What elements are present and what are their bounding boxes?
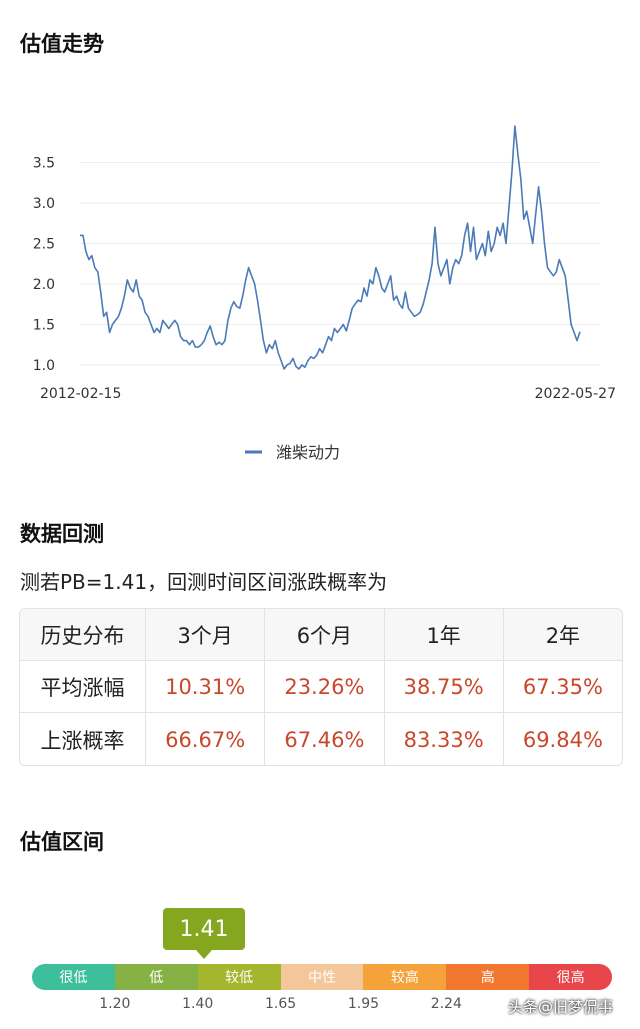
series-line bbox=[80, 125, 581, 370]
table-row: 平均涨幅 10.31% 23.26% 38.75% 67.35% bbox=[20, 661, 622, 713]
y-tick-label: 3.0 bbox=[33, 196, 55, 212]
scale-segment: 中性 bbox=[280, 964, 364, 990]
table-cell: 67.35% bbox=[522, 674, 603, 699]
table-cell: 10.31% bbox=[146, 661, 266, 712]
row-label: 上涨概率 bbox=[20, 713, 146, 765]
watermark: 头条@旧梦侃事 bbox=[508, 998, 614, 1016]
table-header-cell: 3个月 bbox=[146, 609, 266, 660]
valuation-line-chart: 1.0 1.5 2.0 2.5 3.0 3.5 2012-02-15 2022-05-27 潍柴… bbox=[0, 60, 640, 480]
scale-segment: 低 bbox=[114, 964, 198, 990]
legend-label: 潍柴动力 bbox=[276, 443, 340, 462]
valuation-range-title: 估值区间 bbox=[20, 830, 104, 854]
table-cell: 66.67% bbox=[146, 713, 266, 765]
table-cell: 69.84% bbox=[522, 728, 603, 752]
chart-canvas: 1.0 1.5 2.0 2.5 3.0 3.5 2012-02-15 2022-05-27 潍柴… bbox=[33, 125, 616, 462]
y-tick-label: 1.0 bbox=[33, 358, 55, 374]
scale-ticks: 1.20 1.40 1.65 1.95 2.24 bbox=[0, 996, 640, 1016]
scale-tick-label: 1.95 bbox=[347, 996, 380, 1012]
marker-pointer bbox=[196, 950, 212, 959]
scale-tick-label: 1.20 bbox=[99, 996, 131, 1012]
scale-segment: 较低 bbox=[197, 964, 281, 990]
backtest-title: 数据回测 bbox=[20, 522, 104, 546]
table-row: 上涨概率 66.67% 67.46% 83.33% 69.84% bbox=[20, 713, 622, 765]
table-cell: 23.26% bbox=[265, 661, 385, 712]
y-tick-label: 3.5 bbox=[33, 155, 55, 171]
scale-segment: 很低 bbox=[32, 964, 115, 990]
scale-segment: 很高 bbox=[529, 964, 612, 990]
scale-tick-label: 1.40 bbox=[182, 996, 214, 1012]
table-cell: 83.33% bbox=[385, 713, 504, 765]
valuation-scale: 很低低较低 中性 较高高很高 bbox=[32, 964, 612, 990]
y-tick-label: 2.5 bbox=[33, 236, 55, 252]
table-header-cell: 2年 bbox=[545, 623, 581, 648]
current-pb-marker: 1.41 bbox=[163, 908, 245, 950]
scale-segment: 较高 bbox=[363, 964, 447, 990]
table-cell: 38.75% bbox=[385, 661, 504, 712]
table-header-cell: 6个月 bbox=[265, 609, 385, 660]
y-tick-label: 1.5 bbox=[33, 317, 55, 333]
table-cell: 67.46% bbox=[265, 713, 385, 765]
scale-tick-label: 2.24 bbox=[430, 996, 462, 1012]
backtest-table: 历史分布 3个月 6个月 1年 2年 平均涨幅 10.31% 23.26% 38… bbox=[19, 608, 623, 766]
y-tick-label: 2.0 bbox=[33, 277, 55, 293]
backtest-subtitle: 测若PB=1.41，回测时间区间涨跌概率为 bbox=[20, 570, 388, 594]
table-header-cell: 历史分布 bbox=[20, 609, 146, 660]
row-label: 平均涨幅 bbox=[20, 661, 146, 712]
scale-tick-label: 1.65 bbox=[264, 996, 297, 1012]
x-end-label: 2022-05-27 bbox=[535, 386, 616, 402]
table-header-row: 历史分布 3个月 6个月 1年 2年 bbox=[20, 609, 622, 661]
scale-segment: 高 bbox=[446, 964, 530, 990]
valuation-trend-title: 估值走势 bbox=[20, 32, 104, 56]
x-start-label: 2012-02-15 bbox=[40, 386, 121, 402]
table-header-cell: 1年 bbox=[385, 609, 504, 660]
